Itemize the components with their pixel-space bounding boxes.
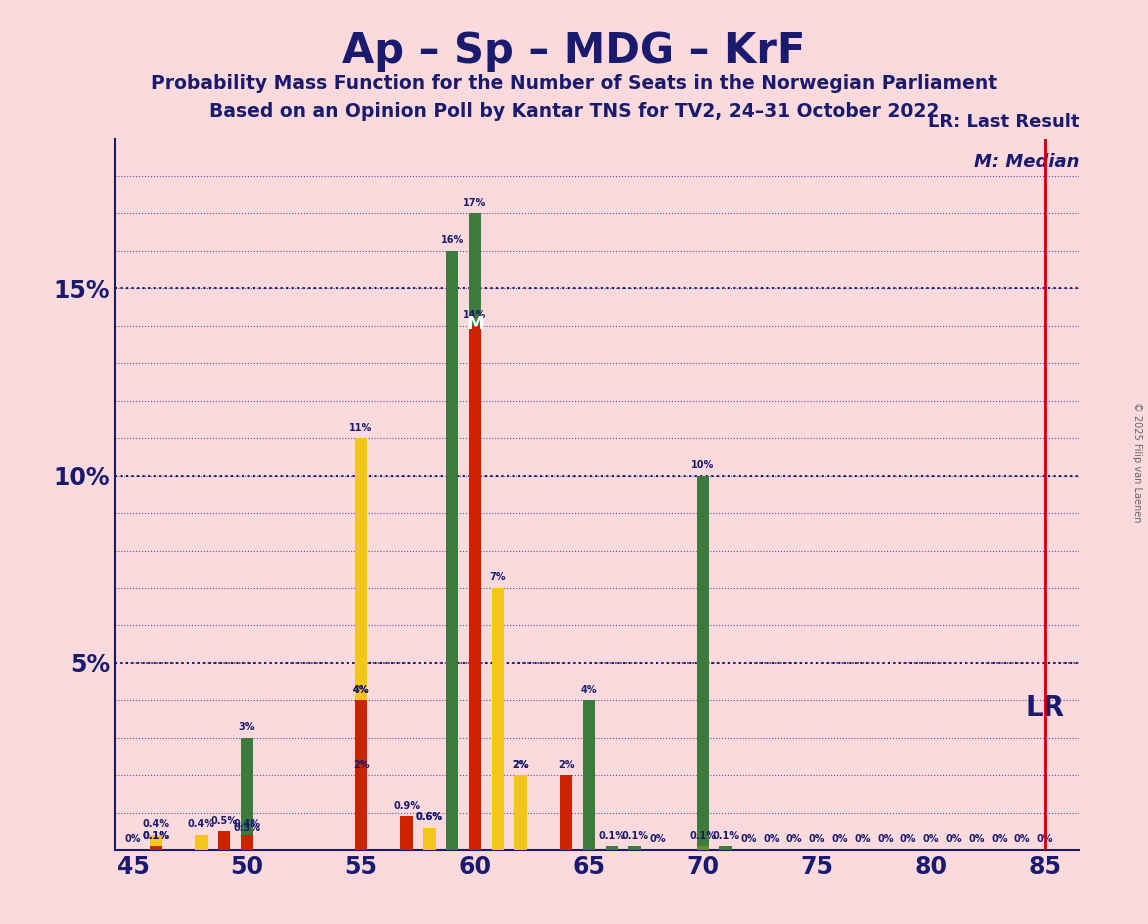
Text: 3%: 3% [239,723,255,732]
Text: 0.9%: 0.9% [393,801,420,810]
Bar [514,775,527,850]
Bar [355,700,367,850]
Text: 0%: 0% [808,834,825,845]
Text: 0%: 0% [991,834,1008,845]
Text: 7%: 7% [489,572,506,582]
Bar [697,476,709,850]
Text: 17%: 17% [464,198,487,208]
Bar [149,846,162,850]
Bar [468,213,481,850]
Text: 2%: 2% [558,760,574,770]
Text: 0.3%: 0.3% [233,823,261,833]
Bar [149,846,162,850]
Bar [401,817,413,850]
Text: 0%: 0% [763,834,779,845]
Text: 0%: 0% [740,834,757,845]
Text: 0%: 0% [1037,834,1053,845]
Text: 0.1%: 0.1% [142,831,170,841]
Text: 0%: 0% [923,834,939,845]
Bar [424,828,436,850]
Bar [241,737,254,850]
Bar [218,832,231,850]
Text: 16%: 16% [441,236,464,245]
Bar [355,438,367,850]
Text: LR: LR [1025,694,1064,722]
Bar [628,846,641,850]
Bar [445,251,458,850]
Text: Ap – Sp – MDG – KrF: Ap – Sp – MDG – KrF [342,30,806,71]
Bar [491,588,504,850]
Bar [355,700,367,850]
Text: 14%: 14% [464,310,487,321]
Bar [355,775,367,850]
Bar [560,775,573,850]
Text: 0.1%: 0.1% [712,831,739,841]
Text: 0.1%: 0.1% [690,831,716,841]
Text: 0%: 0% [900,834,916,845]
Text: 0%: 0% [968,834,985,845]
Bar [605,846,618,850]
Bar [195,835,208,850]
Text: 11%: 11% [349,422,373,432]
Text: 0%: 0% [1014,834,1031,845]
Text: M: M [466,314,484,333]
Text: 0%: 0% [877,834,893,845]
Bar [241,839,254,850]
Text: 0%: 0% [854,834,871,845]
Text: 0%: 0% [786,834,802,845]
Bar [149,835,162,850]
Text: 0.4%: 0.4% [233,820,261,830]
Text: M: Median: M: Median [974,152,1079,171]
Bar [583,700,596,850]
Bar [514,775,527,850]
Text: 0.4%: 0.4% [142,820,170,830]
Text: LR: Last Result: LR: Last Result [928,114,1079,131]
Text: Based on an Opinion Poll by Kantar TNS for TV2, 24–31 October 2022: Based on an Opinion Poll by Kantar TNS f… [209,102,939,121]
Text: © 2025 Filip van Laenen: © 2025 Filip van Laenen [1132,402,1142,522]
Bar [241,835,254,850]
Text: 0.6%: 0.6% [416,812,443,822]
Text: 0.1%: 0.1% [621,831,649,841]
Bar [468,326,481,850]
Text: 0%: 0% [946,834,962,845]
Text: 0%: 0% [125,834,141,845]
Text: 0.5%: 0.5% [211,816,238,826]
Text: 0.1%: 0.1% [598,831,626,841]
Text: 2%: 2% [512,760,529,770]
Text: 2%: 2% [352,760,370,770]
Text: Probability Mass Function for the Number of Seats in the Norwegian Parliament: Probability Mass Function for the Number… [150,74,998,93]
Bar [424,828,436,850]
Text: 4%: 4% [352,685,370,695]
Text: 4%: 4% [581,685,597,695]
Text: 0%: 0% [831,834,848,845]
Text: 4%: 4% [352,685,370,695]
Bar [697,846,709,850]
Bar [720,846,732,850]
Text: 0.6%: 0.6% [416,812,443,822]
Text: 0.4%: 0.4% [188,820,215,830]
Text: 0%: 0% [649,834,666,845]
Text: 0.1%: 0.1% [142,831,170,841]
Text: 10%: 10% [691,460,714,470]
Text: 2%: 2% [512,760,529,770]
